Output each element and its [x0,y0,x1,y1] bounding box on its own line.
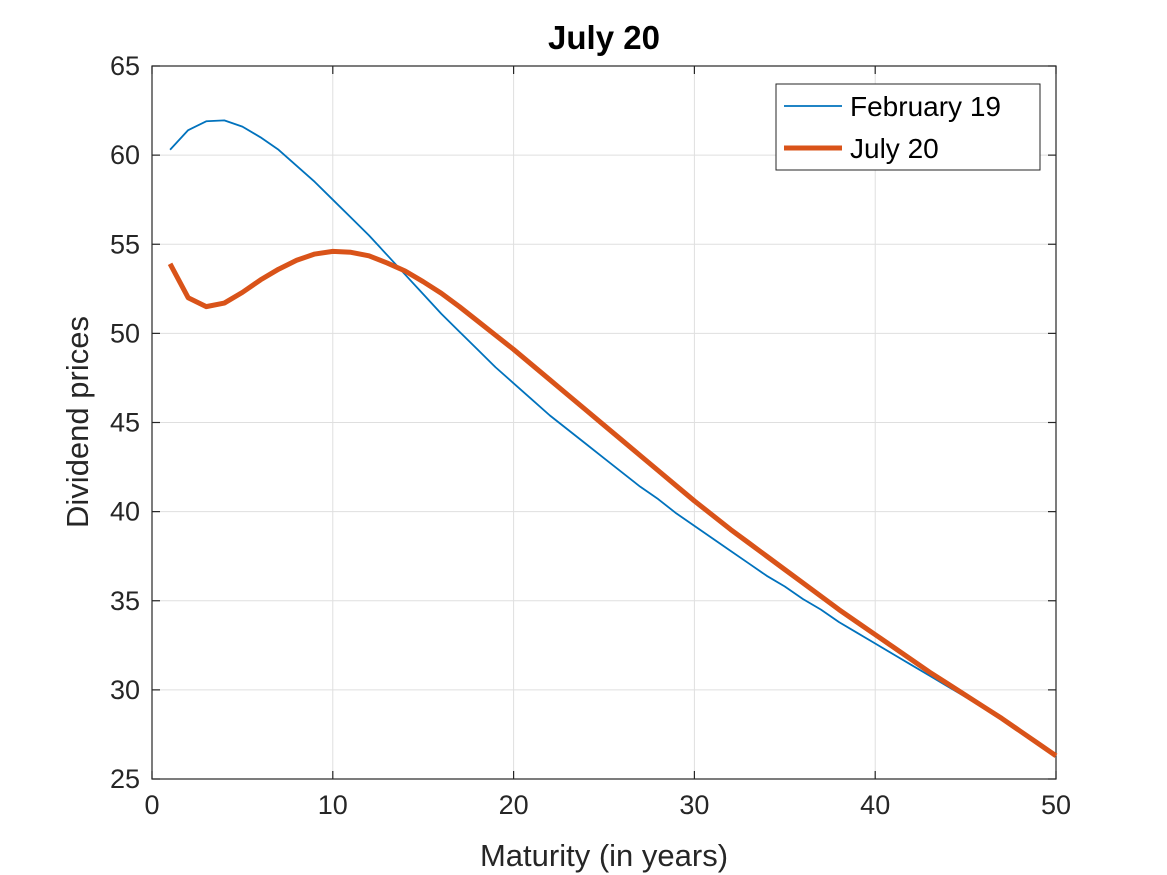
series-lines [167,119,1058,758]
x-tick-label: 30 [679,790,709,820]
legend-label-february-19: February 19 [850,91,1001,122]
series-line-february-19 [169,119,1057,757]
y-tick-label: 45 [110,408,140,438]
x-tick-label: 0 [144,790,159,820]
y-tick-label: 40 [110,497,140,527]
axis-ticks: 0 10 20 30 40 50 25 30 35 40 45 50 55 60 65 [110,51,1071,820]
series-line-july-20 [167,248,1058,758]
legend-label-july-20: July 20 [850,133,939,164]
y-tick-label: 50 [110,318,140,348]
x-tick-label: 20 [499,790,529,820]
y-tick-label: 25 [110,764,140,794]
x-tick-label: 40 [860,790,890,820]
x-tick-label: 50 [1041,790,1071,820]
x-tick-label: 10 [318,790,348,820]
y-tick-label: 55 [110,229,140,259]
grid [152,66,1056,779]
x-axis-label: Maturity (in years) [480,838,728,873]
chart-title: July 20 [548,19,660,56]
legend: February 19 July 20 [775,83,1041,171]
y-tick-label: 35 [110,586,140,616]
y-tick-label: 30 [110,675,140,705]
legend-box [775,83,1041,171]
y-axis-label: Dividend prices [60,316,95,528]
y-tick-label: 60 [110,140,140,170]
y-tick-label: 65 [110,51,140,81]
